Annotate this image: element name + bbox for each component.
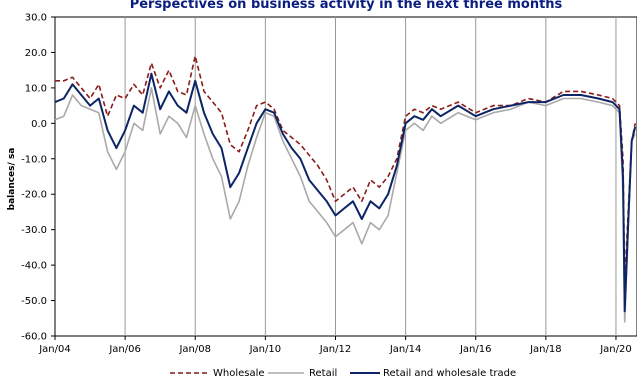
x-tick-label: Jan/20 [599, 344, 632, 355]
y-tick-label: 10.0 [25, 83, 47, 94]
legend: Wholesale Retail Retail and wholesale trad… [170, 368, 516, 379]
x-tick-label: Jan/08 [178, 344, 211, 355]
x-tick-label: Jan/12 [319, 344, 352, 355]
x-tick-label: Jan/18 [529, 344, 562, 355]
y-tick-label: -50.0 [21, 296, 47, 307]
series-line-wholesale [55, 55, 636, 284]
y-tick-label: 20.0 [25, 48, 47, 59]
x-tick-label: Jan/16 [459, 344, 492, 355]
x-tick-label: Jan/06 [108, 344, 141, 355]
legend-label: Retail and wholesale trade [383, 368, 516, 379]
y-tick-label: -20.0 [21, 190, 47, 201]
chart-title: Perspectives on business activity in the… [130, 0, 563, 12]
y-tick-label: -30.0 [21, 225, 47, 236]
y-tick-label: -40.0 [21, 261, 47, 272]
series-line-retail-and-wholesale-trade [54, 72, 637, 313]
x-tick-label: Jan/14 [389, 344, 422, 355]
y-tick-label: -60.0 [21, 332, 47, 343]
y-tick-label: 30.0 [25, 13, 47, 24]
y-tick-label: 0.0 [31, 119, 47, 130]
y-tick-label: -10.0 [21, 154, 47, 165]
plot-area: 30.0 20.0 10.0 0.0 -10.0 -20.0 -30.0 -40.0 -50.0… [21, 13, 637, 355]
x-tick-label: Jan/04 [38, 344, 71, 355]
plot-frame [54, 16, 637, 337]
x-tick-label: Jan/10 [249, 344, 282, 355]
legend-label: Wholesale [213, 368, 265, 379]
series-line-retail [54, 87, 636, 323]
y-axis-label: balances/ sa [7, 148, 17, 211]
legend-label: Retail [309, 368, 337, 379]
